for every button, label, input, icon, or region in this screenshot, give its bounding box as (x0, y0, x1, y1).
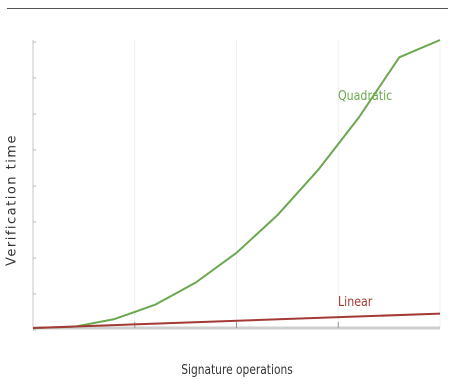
series-label-linear: Linear (338, 294, 372, 309)
top-rule (7, 8, 448, 9)
x-axis-label: Signature operations (181, 363, 293, 378)
series-label-quadratic: Quadratic (338, 88, 392, 103)
series-line-quadratic (32, 39, 441, 329)
series-line-linear (32, 312, 441, 329)
